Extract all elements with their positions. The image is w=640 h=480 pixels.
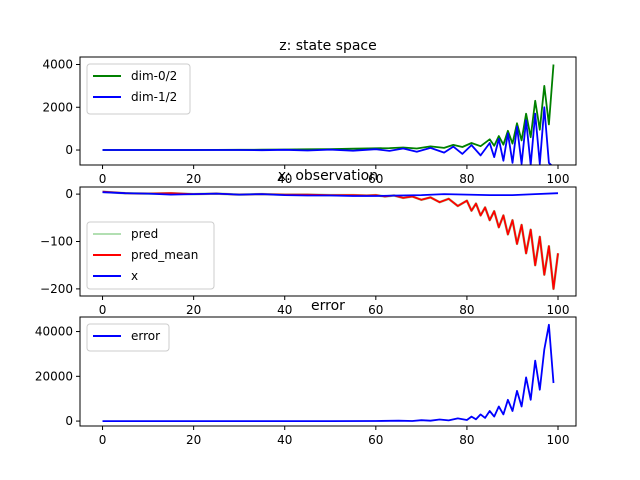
axes-frame — [79, 56, 577, 166]
legend-label: dim-0/2 — [131, 69, 177, 83]
subplot-title: z: state space — [279, 38, 377, 54]
subplot-0: 0 20 40 60 80 100 0 2000 4000 z: state space dim-0… — [42, 38, 577, 186]
x-tick-label: 20 — [186, 172, 201, 186]
y-tick-label: 0 — [65, 143, 73, 157]
legend-label: dim-1/2 — [131, 90, 177, 104]
y-tick-label: 2000 — [42, 100, 73, 114]
series-line-dim-1-2 — [102, 106, 553, 165]
plot-area — [102, 323, 555, 423]
x-tick-label: 0 — [99, 303, 107, 317]
y-tick-label: −200 — [40, 282, 73, 296]
legend-label: pred — [131, 227, 158, 241]
x-tick-label: 100 — [547, 433, 570, 447]
x-tick-label: 60 — [368, 172, 383, 186]
legend-box — [86, 221, 215, 290]
legend-box — [86, 323, 170, 352]
x-tick-label: 40 — [277, 303, 292, 317]
series-line-x — [102, 191, 559, 197]
x-tick-label: 80 — [459, 303, 474, 317]
x-tick-label: 80 — [459, 433, 474, 447]
y-tick-label: 0 — [65, 187, 73, 201]
y-tick-label: −100 — [40, 235, 73, 249]
legend-label: pred_mean — [131, 248, 198, 262]
x-tick-label: 100 — [547, 172, 570, 186]
plot-area — [102, 64, 555, 165]
legend-label: error — [131, 329, 160, 343]
series-line-error — [102, 323, 555, 423]
subplot-2: 0 20 40 60 80 100 0 20000 40000 error error — [35, 298, 577, 447]
plot-area — [102, 190, 560, 291]
y-tick-label: 4000 — [42, 57, 73, 71]
subplot-title: error — [311, 298, 345, 314]
legend: error — [86, 323, 170, 352]
legend-label: x — [131, 269, 138, 283]
x-tick-label: 100 — [547, 303, 570, 317]
x-tick-label: 80 — [459, 172, 474, 186]
y-tick-label: 0 — [65, 414, 73, 428]
subplot-title: x: observation — [278, 168, 378, 184]
legend: dim-0/2 dim-1/2 — [86, 63, 191, 115]
x-tick-label: 0 — [99, 172, 107, 186]
x-tick-label: 40 — [277, 433, 292, 447]
x-tick-label: 0 — [99, 433, 107, 447]
x-tick-label: 20 — [186, 433, 201, 447]
axes-frame — [79, 316, 577, 427]
x-tick-label: 60 — [368, 303, 383, 317]
y-tick-label: 40000 — [35, 325, 73, 339]
y-tick-label: 20000 — [35, 369, 73, 383]
x-tick-label: 20 — [186, 303, 201, 317]
x-tick-label: 40 — [277, 172, 292, 186]
x-tick-label: 60 — [368, 433, 383, 447]
